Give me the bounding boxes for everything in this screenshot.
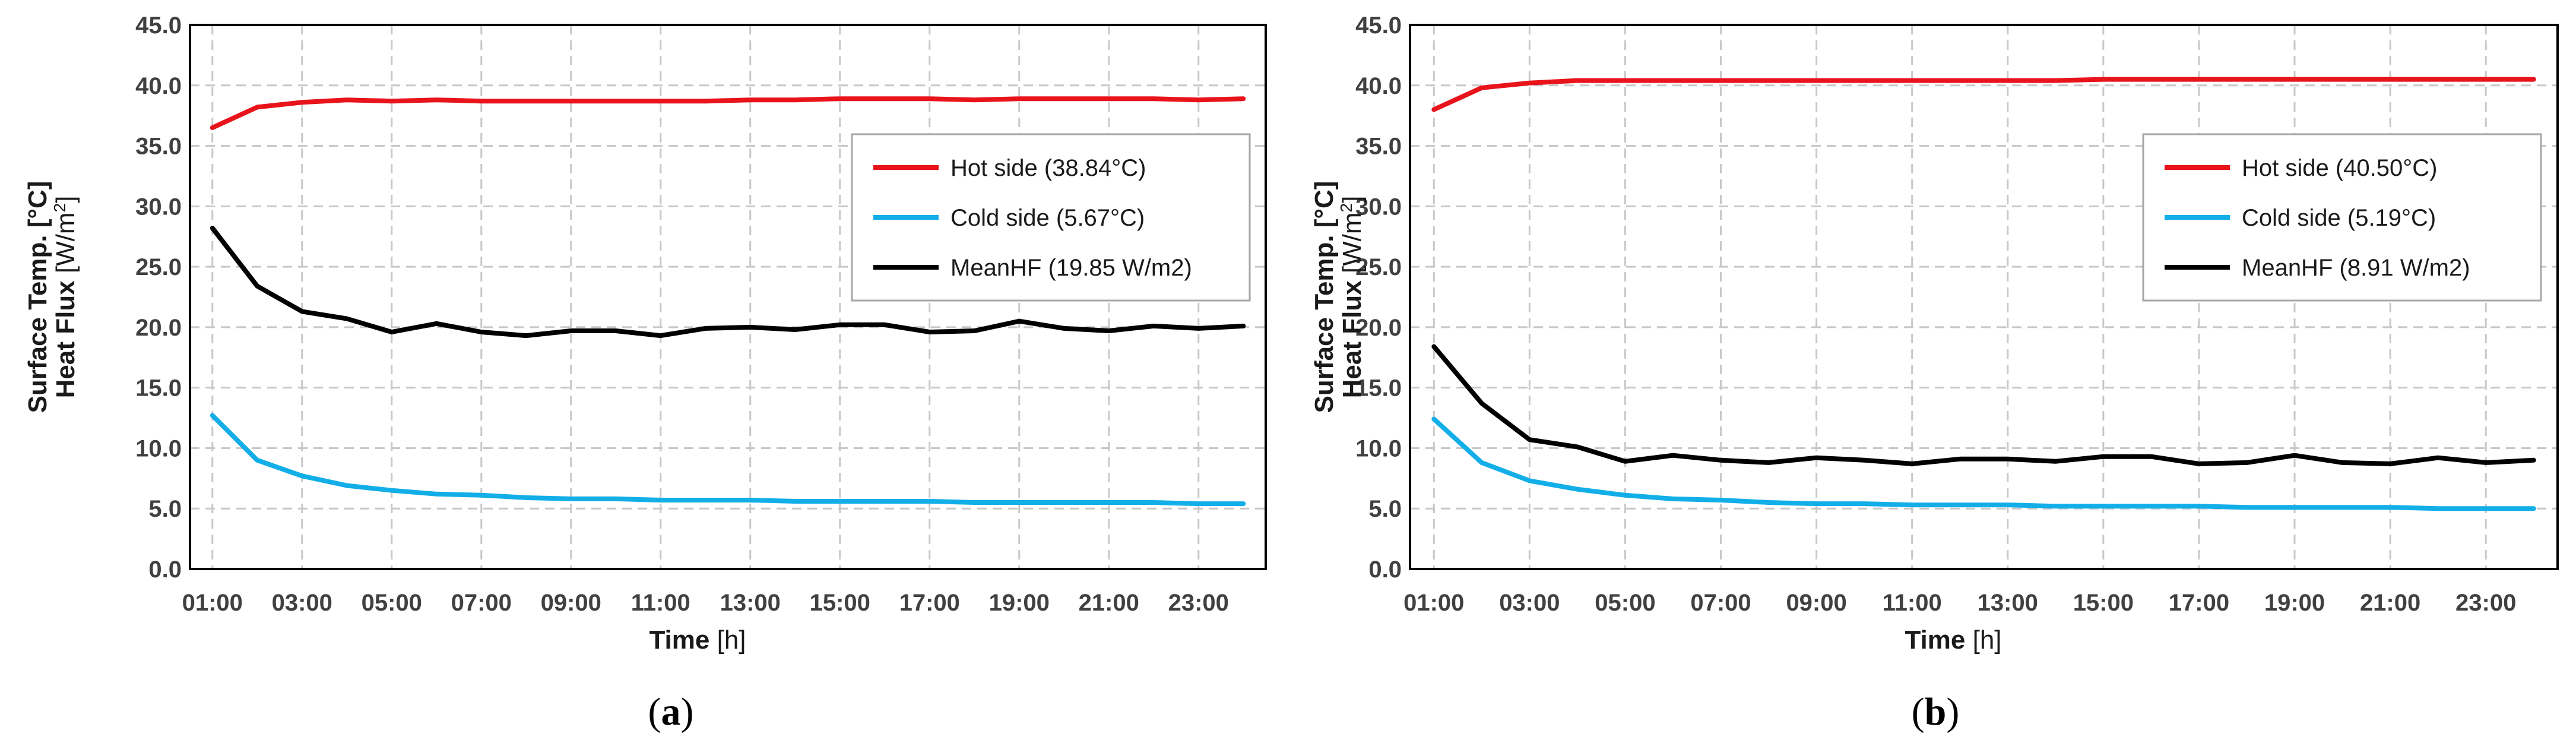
y-tick-label: 20.0 — [135, 315, 182, 341]
caption-close-paren: ) — [681, 690, 694, 734]
series-line-1 — [1431, 77, 2536, 112]
x-tick-label: 09:00 — [541, 590, 601, 616]
x-axis-title-unit: [h] — [709, 625, 746, 655]
y-axis-title-unit-sup: 2 — [50, 203, 69, 213]
x-tick-label: 21:00 — [1079, 590, 1139, 616]
x-tick-label: 07:00 — [451, 590, 512, 616]
chart-panel-a: 0.0 5.0 10.0 15.0 20.0 25.0 30.0 35.0 40.0 45.0 01… — [23, 12, 1267, 734]
y-axis-title-unit-sup: 2 — [1337, 203, 1355, 213]
y-tick-label: 10.0 — [135, 435, 182, 461]
y-axis-title-unit-close: ] — [51, 196, 80, 203]
y-axis-title-heat-flux: Heat Flux — [1338, 280, 1367, 399]
x-tick-label: 03:00 — [1499, 590, 1560, 616]
y-tick-label: 30.0 — [1355, 194, 1402, 220]
x-axis-title: Time [h] — [1905, 625, 2001, 655]
legend-label-2: Cold side (5.67°C) — [950, 205, 1145, 231]
x-tick-label: 09:00 — [1786, 590, 1846, 616]
caption-letter: a — [661, 690, 681, 734]
y-tick-label: 25.0 — [1355, 254, 1402, 280]
x-tick-label: 11:00 — [1883, 590, 1942, 616]
panel-caption: (b) — [1912, 690, 1960, 734]
x-tick-label: 13:00 — [720, 590, 781, 616]
y-tick-label: 5.0 — [1368, 496, 1402, 522]
y-axis-title-line1-text: Surface Temp. [°C] — [1310, 181, 1339, 413]
x-tick-label: 17:00 — [2169, 590, 2229, 616]
plot-area-frame — [189, 24, 1267, 570]
legend: Hot side (40.50°C) Cold side (5.19°C) Mean… — [2142, 133, 2542, 302]
caption-open-paren: ( — [648, 690, 661, 734]
y-tick-label: 45.0 — [1355, 12, 1402, 39]
y-tick-label: 40.0 — [1355, 73, 1402, 99]
x-tick-label: 21:00 — [2360, 590, 2420, 616]
y-tick-label: 35.0 — [135, 134, 182, 160]
y-tick-label: 20.0 — [1355, 315, 1402, 341]
y-axis-title-heat-flux: Heat Flux — [51, 280, 80, 399]
legend-label-1: Hot side (38.84°C) — [950, 155, 1146, 181]
chart-panel-b: 0.0 5.0 10.0 15.0 20.0 25.0 30.0 35.0 40.0 45.0 01… — [1310, 12, 2559, 734]
x-tick-label: 15:00 — [2073, 590, 2134, 616]
series-line-3 — [210, 226, 1246, 339]
y-tick-label: 5.0 — [148, 496, 182, 522]
x-tick-label: 17:00 — [899, 590, 960, 616]
x-tick-label: 07:00 — [1690, 590, 1751, 616]
y-tick-label: 30.0 — [135, 194, 182, 220]
y-axis-title-unit-close: ] — [1338, 196, 1367, 203]
x-axis-title-main: Time — [649, 625, 709, 655]
x-tick-label: 23:00 — [1168, 590, 1229, 616]
x-tick-label: 15:00 — [810, 590, 870, 616]
panel-caption: (a) — [648, 690, 694, 734]
y-axis-title-line2: Heat Flux [W/m2] — [50, 196, 81, 399]
caption-open-paren: ( — [1912, 690, 1925, 734]
x-axis-title-main: Time — [1905, 625, 1965, 655]
y-axis-title-unit: [W/m — [1338, 212, 1367, 280]
x-tick-label: 19:00 — [2264, 590, 2325, 616]
legend-label-3: MeanHF (19.85 W/m2) — [950, 255, 1192, 281]
plot-area-frame — [1409, 24, 2559, 570]
y-tick-label: 25.0 — [135, 254, 182, 280]
series-line-2 — [1431, 416, 2536, 511]
legend: Hot side (38.84°C) Cold side (5.67°C) Mean… — [851, 133, 1251, 302]
caption-close-paren: ) — [1946, 690, 1959, 734]
x-tick-label: 05:00 — [362, 590, 422, 616]
y-tick-label: 45.0 — [135, 12, 182, 39]
y-tick-label: 40.0 — [135, 73, 182, 99]
y-axis-title-unit: [W/m — [51, 212, 80, 280]
x-tick-label: 05:00 — [1595, 590, 1655, 616]
x-tick-label: 01:00 — [1403, 590, 1464, 616]
y-tick-label: 0.0 — [1368, 557, 1402, 583]
y-tick-label: 35.0 — [1355, 134, 1402, 160]
y-axis-title-line2: Heat Flux [W/m2] — [1337, 196, 1367, 399]
legend-label-1: Hot side (40.50°C) — [2242, 155, 2437, 181]
x-tick-label: 03:00 — [272, 590, 332, 616]
y-tick-label: 15.0 — [135, 375, 182, 402]
series-line-3 — [1431, 344, 2536, 466]
y-axis-title-line1: Surface Temp. [°C] — [1310, 181, 1339, 413]
legend-label-2: Cold side (5.19°C) — [2242, 205, 2436, 231]
legend-label-3: MeanHF (8.91 W/m2) — [2242, 255, 2470, 281]
x-axis-title: Time [h] — [649, 625, 746, 655]
caption-letter: b — [1925, 690, 1947, 734]
x-tick-label: 23:00 — [2455, 590, 2516, 616]
x-tick-label: 19:00 — [989, 590, 1050, 616]
x-axis-title-unit: [h] — [1965, 625, 2001, 655]
x-tick-label: 13:00 — [1978, 590, 2038, 616]
series-line-1 — [210, 96, 1246, 130]
y-tick-label: 10.0 — [1355, 435, 1402, 461]
x-tick-label: 11:00 — [631, 590, 690, 616]
x-tick-label: 01:00 — [182, 590, 243, 616]
series-line-2 — [210, 413, 1246, 507]
y-axis-title-line1-text: Surface Temp. [°C] — [23, 181, 52, 413]
y-tick-label: 0.0 — [148, 557, 182, 583]
y-axis-title-line1: Surface Temp. [°C] — [23, 181, 52, 413]
y-tick-label: 15.0 — [1355, 375, 1402, 402]
